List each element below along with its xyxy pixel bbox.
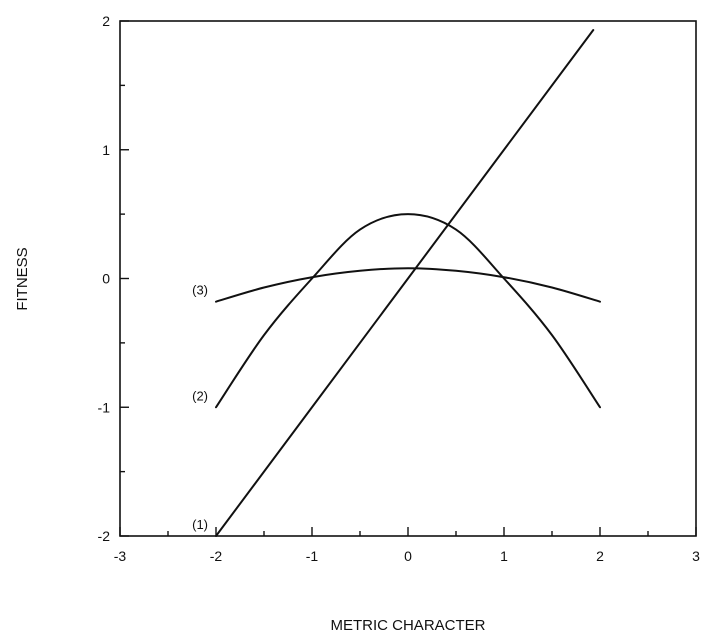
x-tick-label: 1 (500, 548, 508, 564)
y-tick-label: 0 (102, 271, 110, 287)
series-label-3: (3) (192, 283, 208, 298)
curves-layer (215, 29, 601, 537)
series-label-2: (2) (192, 388, 208, 403)
x-tick-label: 0 (404, 548, 412, 564)
x-axis-title: METRIC CHARACTER (330, 617, 485, 634)
ticks-layer (119, 20, 697, 537)
x-tick-label: -2 (210, 548, 223, 564)
y-tick-label: 1 (102, 142, 110, 158)
series-label-1: (1) (192, 517, 208, 532)
series-line-2 (215, 213, 601, 409)
x-tick-label: -1 (306, 548, 319, 564)
y-tick-label: -1 (98, 399, 111, 415)
x-tick-labels: -3 -2 -1 0 1 2 3 (114, 548, 700, 564)
series-labels: (1) (2) (3) (192, 283, 208, 532)
x-tick-label: -3 (114, 548, 127, 564)
y-tick-label: -2 (98, 528, 111, 544)
y-tick-label: 2 (102, 13, 110, 29)
x-tick-label: 3 (692, 548, 700, 564)
x-tick-label: 2 (596, 548, 604, 564)
series-line-1 (215, 29, 595, 537)
y-axis-title: FITNESS (14, 247, 31, 310)
y-tick-labels: -2 -1 0 1 2 (98, 13, 111, 544)
series-line-3 (215, 267, 601, 303)
